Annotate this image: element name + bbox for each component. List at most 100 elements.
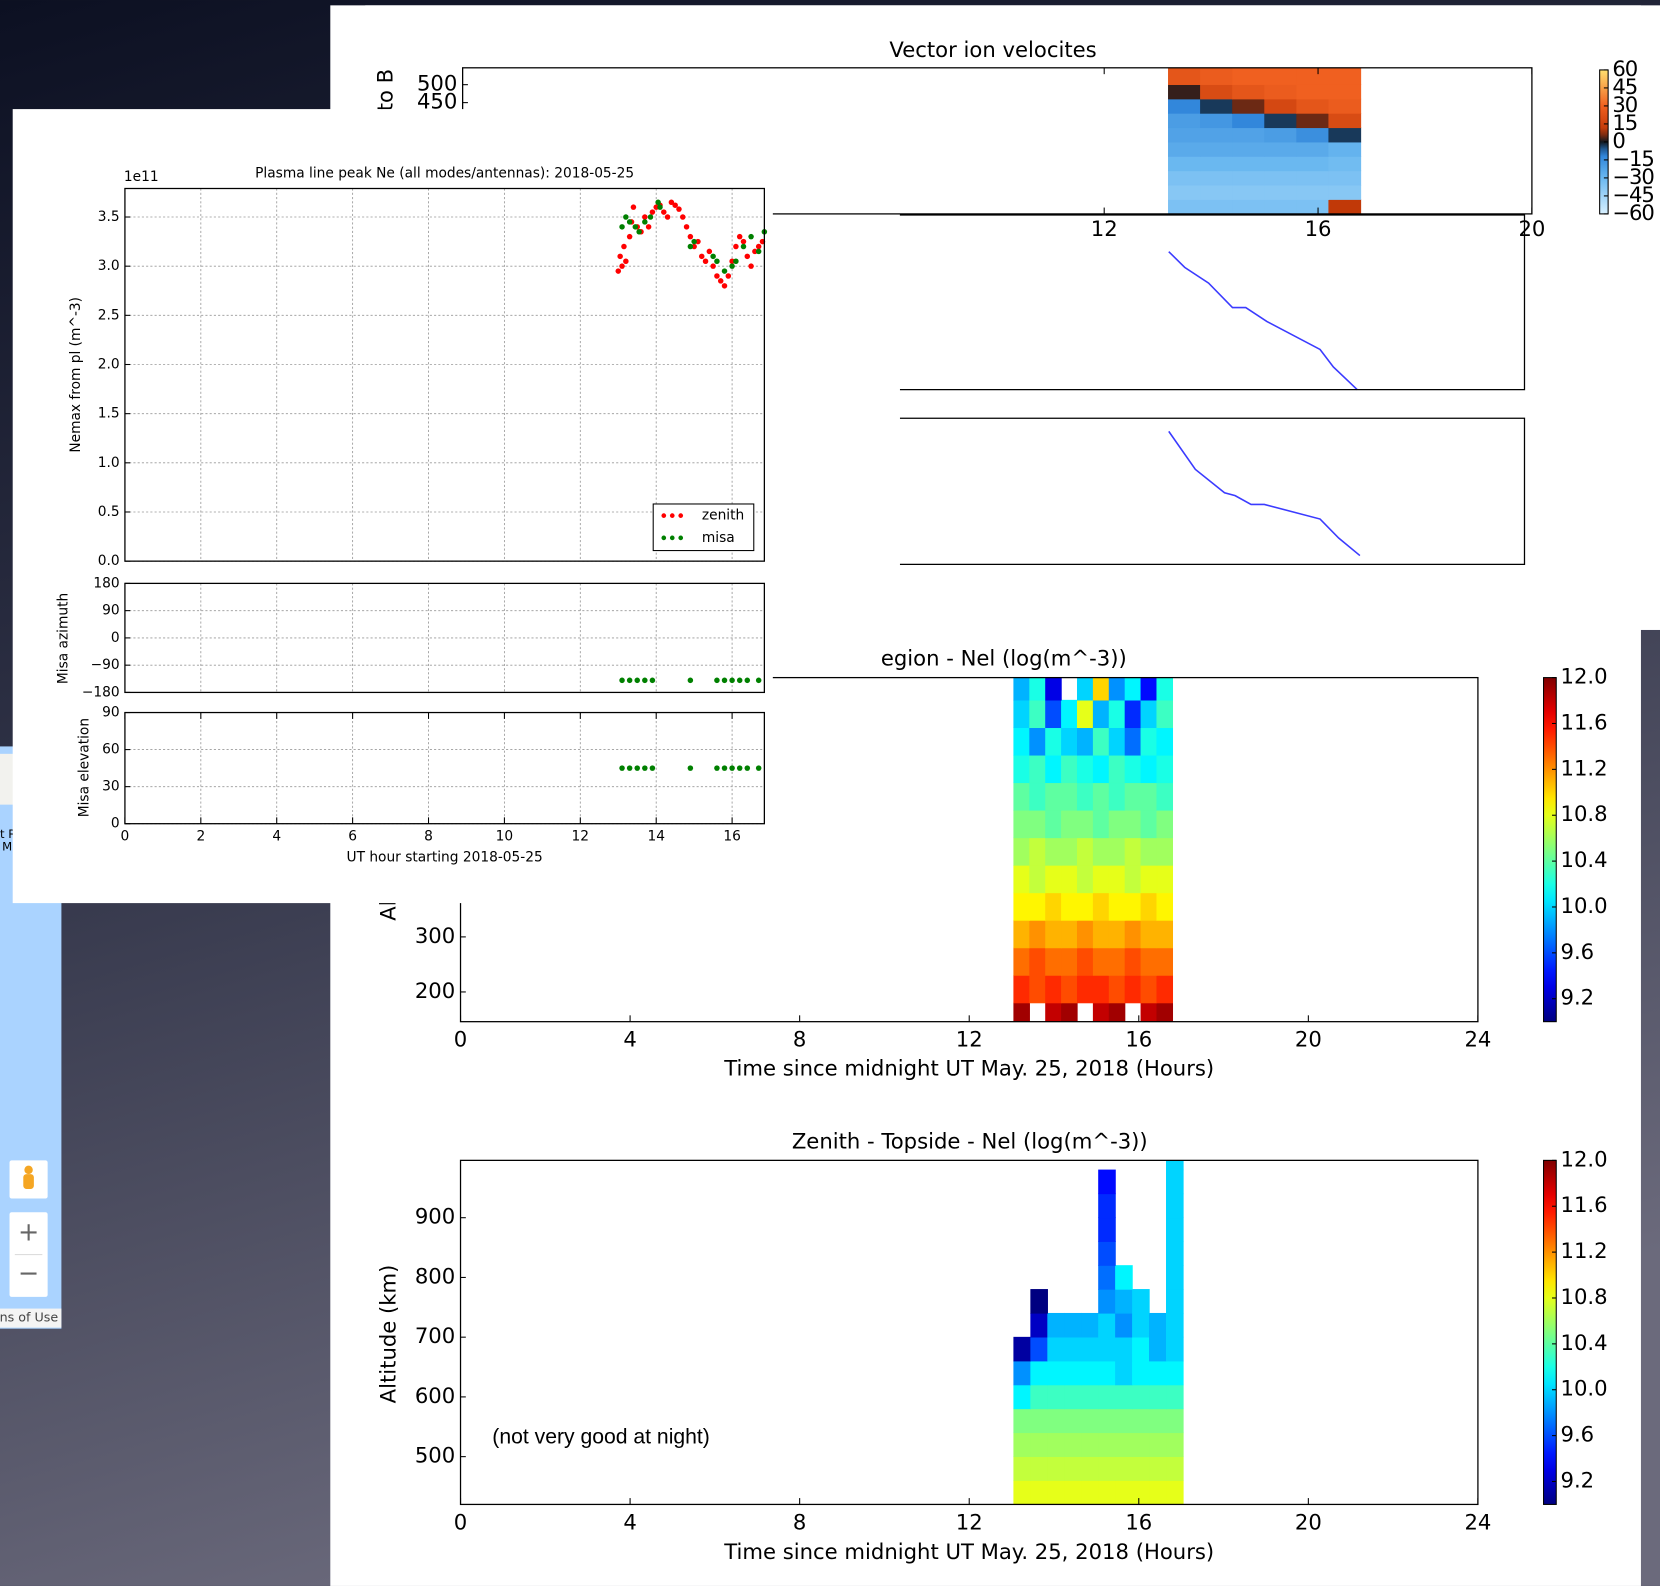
heatmap-cell	[1157, 755, 1173, 783]
data-point	[729, 263, 735, 269]
heatmap-cell	[1061, 755, 1077, 783]
data-point	[650, 765, 656, 771]
x-tick-label: 24	[1464, 1027, 1491, 1052]
data-point	[722, 765, 728, 771]
x-tick-label: 16	[1125, 1509, 1152, 1534]
heatmap-cell	[1046, 728, 1062, 756]
data-point	[642, 678, 648, 684]
heatmap-cell	[1093, 700, 1109, 728]
heatmap-cell	[1014, 1337, 1031, 1361]
heatmap-cell	[1168, 142, 1200, 156]
heatmap-cell	[1168, 171, 1200, 185]
heatmap-cell	[1093, 893, 1109, 921]
heatmap-cell	[1125, 975, 1141, 1003]
data-point	[634, 678, 640, 684]
data-point	[627, 219, 633, 225]
colorbar-tick-label: 10.8	[1560, 801, 1607, 826]
heatmap-cell	[1125, 810, 1141, 838]
heatmap-cell	[1200, 142, 1232, 156]
heatmap-cell	[1166, 1194, 1183, 1218]
heatmap-cell	[1233, 171, 1265, 185]
heatmap-cell	[1109, 810, 1125, 838]
heatmap-cell	[1157, 700, 1173, 728]
terms-link[interactable]: ns of Use	[0, 1310, 58, 1325]
heatmap-cell	[1329, 85, 1361, 99]
heatmap-cell	[1109, 728, 1125, 756]
colorbar-tick-label: 11.2	[1560, 1238, 1607, 1263]
heatmap-cell	[1046, 1003, 1062, 1022]
data-point	[741, 244, 747, 250]
y-tick-label: 1.0	[98, 455, 120, 471]
heatmap-cell	[1297, 200, 1329, 214]
legend-swatch	[661, 513, 666, 518]
data-point	[688, 234, 694, 240]
heatmap-cell	[1115, 1361, 1132, 1385]
data-point	[737, 678, 743, 684]
heatmap-cell	[1048, 1337, 1065, 1361]
data-point	[748, 234, 754, 240]
data-point	[688, 244, 694, 250]
x-tick-label: 12	[1091, 216, 1118, 241]
heatmap-cell	[1065, 1457, 1082, 1481]
y-tick-label: 3.5	[98, 209, 120, 225]
heatmap-cell	[1082, 1433, 1099, 1457]
heatmap-cell	[1125, 755, 1141, 783]
data-point	[627, 678, 633, 684]
x-tick-label: 8	[793, 1027, 806, 1052]
y-axis-label: Misa elevation	[77, 718, 93, 817]
data-point	[676, 206, 682, 212]
heatmap-cell	[1099, 1170, 1116, 1194]
heatmap-cell	[1168, 85, 1200, 99]
heatmap-cell	[1014, 1433, 1031, 1457]
y-tick-label: 1.5	[98, 406, 120, 422]
x-tick-label: 2	[196, 828, 205, 844]
y-tick-label: 0.5	[98, 504, 120, 520]
heatmap-cell	[1082, 1457, 1099, 1481]
heatmap-cell	[1132, 1337, 1149, 1361]
heatmap-cell	[1099, 1409, 1116, 1433]
x-tick-label: 14	[647, 828, 665, 844]
heatmap-cell	[1077, 678, 1093, 701]
heatmap-cell	[1166, 1361, 1183, 1385]
heatmap-cell	[1297, 85, 1329, 99]
data-point	[619, 263, 625, 269]
heatmap-cell	[1141, 838, 1157, 866]
data-point	[699, 254, 705, 260]
heatmap-cell	[1233, 156, 1265, 170]
zoom-in[interactable]: +	[18, 1216, 39, 1246]
heatmap-cell	[1157, 783, 1173, 811]
heatmap-cell	[1166, 1170, 1183, 1194]
heatmap-cell	[1115, 1385, 1132, 1409]
heatmap-cell	[1141, 728, 1157, 756]
heatmap-cell	[1014, 865, 1030, 893]
colorbar-tick-label: 12.0	[1560, 1146, 1607, 1171]
heatmap-cell	[1093, 783, 1109, 811]
heatmap-cell	[1115, 1409, 1132, 1433]
data-point	[633, 224, 639, 230]
heatmap-cell	[1099, 1481, 1116, 1505]
heatmap-cell	[1031, 1361, 1048, 1385]
heatmap-cell	[1046, 838, 1062, 866]
zoom-out[interactable]: −	[18, 1258, 39, 1288]
heatmap-cell	[1141, 920, 1157, 948]
heatmap-cell	[1109, 700, 1125, 728]
heatmap-cell	[1233, 113, 1265, 127]
chart-title: egion - Nel (log(m^-3))	[881, 646, 1127, 671]
data-point	[733, 244, 739, 250]
y-tick-label: 2.0	[98, 356, 120, 372]
heatmap-cell	[1030, 920, 1046, 948]
y-tick-label: 0.0	[98, 553, 120, 569]
heatmap-cell	[1200, 200, 1232, 214]
x-tick-label: 4	[623, 1027, 636, 1052]
heatmap-cell	[1149, 1481, 1166, 1505]
x-tick-label: 4	[623, 1509, 636, 1534]
heatmap-cell	[1115, 1289, 1132, 1313]
heatmap-cell	[1061, 865, 1077, 893]
data-point	[665, 214, 671, 220]
heatmap-cell	[1166, 1218, 1183, 1242]
heatmap-cell	[1093, 838, 1109, 866]
heatmap-cell	[1077, 948, 1093, 976]
x-tick-label: 4	[272, 828, 281, 844]
heatmap-cell	[1141, 678, 1157, 701]
legend-label: misa	[702, 530, 735, 546]
